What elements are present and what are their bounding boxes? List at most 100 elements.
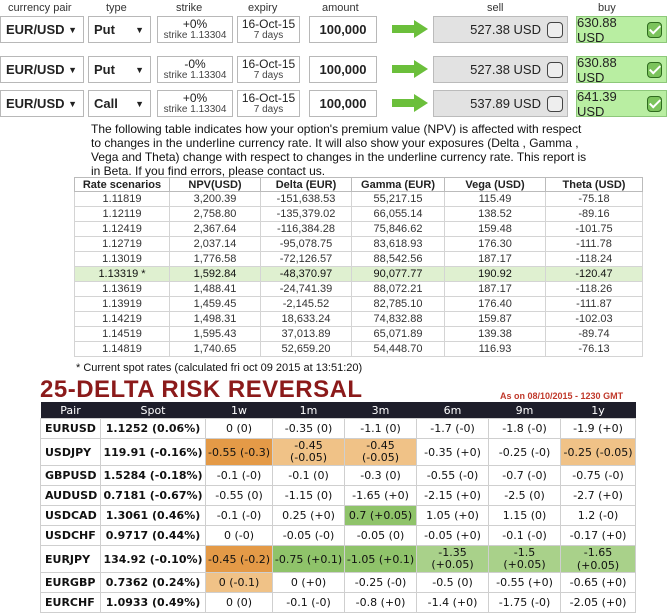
risk-reversal-cell: -0.55 (-0.3) bbox=[205, 438, 273, 466]
option-type-select[interactable]: Call ▼ bbox=[88, 90, 151, 117]
option-type-value: Put bbox=[94, 22, 115, 37]
risk-reversal-column-header: 1m bbox=[272, 402, 345, 419]
currency-pair-select[interactable]: EUR/USD ▼ bbox=[0, 56, 84, 83]
table-cell: -120.47 bbox=[545, 266, 643, 282]
checkbox-icon[interactable] bbox=[547, 21, 563, 38]
risk-reversal-cell: -1.1 (0) bbox=[344, 418, 417, 439]
risk-reversal-cell: -0.17 (+0) bbox=[560, 525, 636, 546]
scenario-column-header: Vega (USD) bbox=[444, 177, 546, 192]
checkbox-icon[interactable] bbox=[547, 61, 563, 78]
table-cell: 139.38 bbox=[444, 326, 546, 342]
table-cell: 1,595.43 bbox=[169, 326, 261, 342]
expiry-date: 16-Oct-15 bbox=[241, 56, 296, 71]
table-row: USDCHF 0.9717 (0.44%) 0 (-0) -0.05 (-0) -0.0… bbox=[40, 525, 636, 546]
table-cell: 1,459.45 bbox=[169, 296, 261, 312]
risk-reversal-cell: -2.05 (+0) bbox=[560, 592, 636, 613]
option-ticket-row: EUR/USD ▼ Put ▼ +0% strike 1.13304 16-Oct-15 7 … bbox=[0, 15, 667, 45]
risk-reversal-cell: -0.65 (+0) bbox=[560, 572, 636, 593]
risk-reversal-column-header: 6m bbox=[416, 402, 489, 419]
amount-input[interactable]: 100,000 bbox=[309, 16, 377, 43]
risk-reversal-cell: -1.8 (-0) bbox=[488, 418, 561, 439]
table-cell: 1.12419 bbox=[74, 221, 170, 237]
option-type-select[interactable]: Put ▼ bbox=[88, 56, 151, 83]
risk-reversal-cell: -0.55 (-0) bbox=[416, 465, 489, 486]
buy-quote-button[interactable]: 630.88 USD bbox=[576, 15, 667, 45]
table-row: 1.14519 1,595.43 37,013.89 65,071.89 139.38-… bbox=[74, 326, 643, 342]
risk-reversal-cell: -0.25 (-0) bbox=[344, 572, 417, 593]
table-cell: 1.13919 bbox=[74, 296, 170, 312]
sell-quote-button[interactable]: 527.38 USD bbox=[433, 16, 568, 43]
table-cell: 54,448.70 bbox=[351, 341, 445, 357]
risk-reversal-cell: 1.05 (+0) bbox=[416, 505, 489, 526]
table-cell: -75.18 bbox=[545, 191, 643, 207]
risk-reversal-cell: -0.1 (-0) bbox=[488, 525, 561, 546]
risk-reversal-cell: 1.2 (-0) bbox=[560, 505, 636, 526]
table-cell: -111.78 bbox=[545, 236, 643, 252]
table-cell: 1,488.41 bbox=[169, 281, 261, 297]
check-icon[interactable] bbox=[647, 21, 662, 38]
option-type-select[interactable]: Put ▼ bbox=[88, 16, 151, 43]
risk-reversal-cell: -0.45 (-0.2) bbox=[205, 545, 273, 573]
expiry-days: 7 days bbox=[253, 69, 284, 81]
sell-quote-button[interactable]: 527.38 USD bbox=[433, 56, 568, 83]
table-cell: 88,072.21 bbox=[351, 281, 445, 297]
table-cell: 2,037.14 bbox=[169, 236, 261, 252]
table-cell: -101.75 bbox=[545, 221, 643, 237]
risk-reversal-cell: 0 (-0) bbox=[205, 525, 273, 546]
spot-cell: 1.0933 (0.49%) bbox=[100, 592, 206, 613]
amount-input[interactable]: 100,000 bbox=[309, 90, 377, 117]
risk-reversal-cell: -2.15 (+0) bbox=[416, 485, 489, 506]
buy-quote-button[interactable]: 630.88 USD bbox=[576, 55, 667, 85]
chevron-down-icon: ▼ bbox=[135, 24, 144, 35]
currency-pair-select[interactable]: EUR/USD ▼ bbox=[0, 90, 84, 117]
strike-value: strike 1.13304 bbox=[163, 69, 227, 81]
amount-input[interactable]: 100,000 bbox=[309, 56, 377, 83]
risk-reversal-column-header: 9m bbox=[488, 402, 561, 419]
strike-percent: +0% bbox=[182, 90, 208, 105]
strike-field[interactable]: +0% strike 1.13304 bbox=[157, 90, 233, 117]
table-cell: 74,832.88 bbox=[351, 311, 445, 327]
table-cell: 65,071.89 bbox=[351, 326, 445, 342]
arrow-right-icon bbox=[392, 94, 428, 112]
sell-price: 527.38 USD bbox=[470, 22, 541, 37]
scenario-column-header: Theta (USD) bbox=[545, 177, 643, 192]
buy-quote-button[interactable]: 641.39 USD bbox=[576, 89, 667, 119]
table-row: USDCAD 1.3061 (0.46%) -0.1 (-0) 0.25 (+0) 0.… bbox=[40, 505, 636, 526]
table-cell: 1.13619 bbox=[74, 281, 170, 297]
risk-reversal-cell: -1.15 (0) bbox=[272, 485, 345, 506]
pair-cell: AUDUSD bbox=[40, 485, 101, 506]
table-cell: 1,740.65 bbox=[169, 341, 261, 357]
check-icon[interactable] bbox=[647, 95, 662, 112]
strike-field[interactable]: +0% strike 1.13304 bbox=[157, 16, 233, 43]
check-icon[interactable] bbox=[647, 61, 662, 78]
risk-reversal-cell: 0 (-0.1) bbox=[205, 572, 273, 593]
risk-reversal-cell: -0.55 (+0) bbox=[488, 572, 561, 593]
risk-reversal-cell: -2.5 (0) bbox=[488, 485, 561, 506]
table-cell: 1.11819 bbox=[74, 191, 170, 207]
arrow-right-icon bbox=[392, 60, 428, 78]
strike-percent: +0% bbox=[182, 16, 208, 31]
header-type: type bbox=[106, 2, 127, 14]
table-cell: 1,498.31 bbox=[169, 311, 261, 327]
currency-pair-value: EUR/USD bbox=[6, 22, 65, 37]
expiry-field[interactable]: 16-Oct-15 7 days bbox=[237, 16, 300, 43]
checkbox-icon[interactable] bbox=[547, 95, 563, 112]
spot-cell: 0.9717 (0.44%) bbox=[100, 525, 206, 546]
currency-pair-value: EUR/USD bbox=[6, 96, 65, 111]
expiry-field[interactable]: 16-Oct-15 7 days bbox=[237, 90, 300, 117]
scenario-column-header: Rate scenarios bbox=[74, 177, 170, 192]
currency-pair-select[interactable]: EUR/USD ▼ bbox=[0, 16, 84, 43]
risk-reversal-cell: -2.7 (+0) bbox=[560, 485, 636, 506]
table-cell: -72,126.57 bbox=[260, 251, 352, 267]
table-cell: 1.13019 bbox=[74, 251, 170, 267]
risk-reversal-cell: -0.05 (-0) bbox=[272, 525, 345, 546]
pair-cell: EURJPY bbox=[40, 545, 101, 573]
sell-quote-button[interactable]: 537.89 USD bbox=[433, 90, 568, 117]
strike-field[interactable]: -0% strike 1.13304 bbox=[157, 56, 233, 83]
expiry-field[interactable]: 16-Oct-15 7 days bbox=[237, 56, 300, 83]
chevron-down-icon: ▼ bbox=[68, 64, 77, 75]
pair-cell: USDJPY bbox=[40, 438, 101, 466]
table-cell: 75,846.62 bbox=[351, 221, 445, 237]
risk-reversal-date: As on 08/10/2015 - 1230 GMT bbox=[500, 391, 624, 401]
table-cell: 3,200.39 bbox=[169, 191, 261, 207]
